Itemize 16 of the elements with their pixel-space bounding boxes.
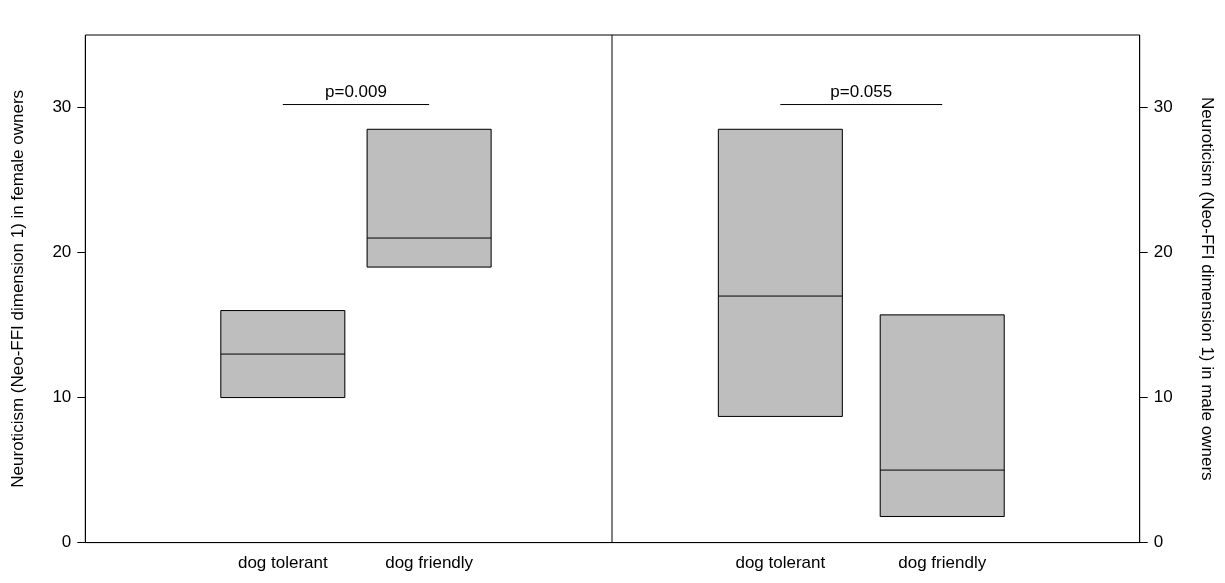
y-tick-label: 10 — [52, 387, 72, 407]
annotation: p=0.009 — [325, 81, 387, 101]
y-tick-label: 30 — [52, 97, 72, 117]
y-tick-label: 20 — [52, 242, 72, 262]
y-tick-label: 0 — [61, 532, 72, 552]
annotation: p=0.055 — [830, 81, 893, 101]
y-tick-label: 20 — [1153, 242, 1173, 262]
y-tick-label: 0 — [1153, 532, 1164, 552]
y-tick-label: 10 — [1153, 387, 1173, 407]
y-axis-title: Neuroticism (Neo-FFI dimension 1) in male owners — [1198, 97, 1218, 481]
y-tick-label: 30 — [1153, 97, 1173, 117]
x-tick-label: dog tolerant — [237, 553, 328, 573]
x-tick-label: dog friendly — [385, 553, 474, 573]
y-axis-title: Neuroticism (Neo-FFI dimension 1) in female owners — [7, 89, 27, 488]
x-tick-label: dog friendly — [898, 553, 987, 573]
x-tick-label: dog tolerant — [735, 553, 826, 573]
